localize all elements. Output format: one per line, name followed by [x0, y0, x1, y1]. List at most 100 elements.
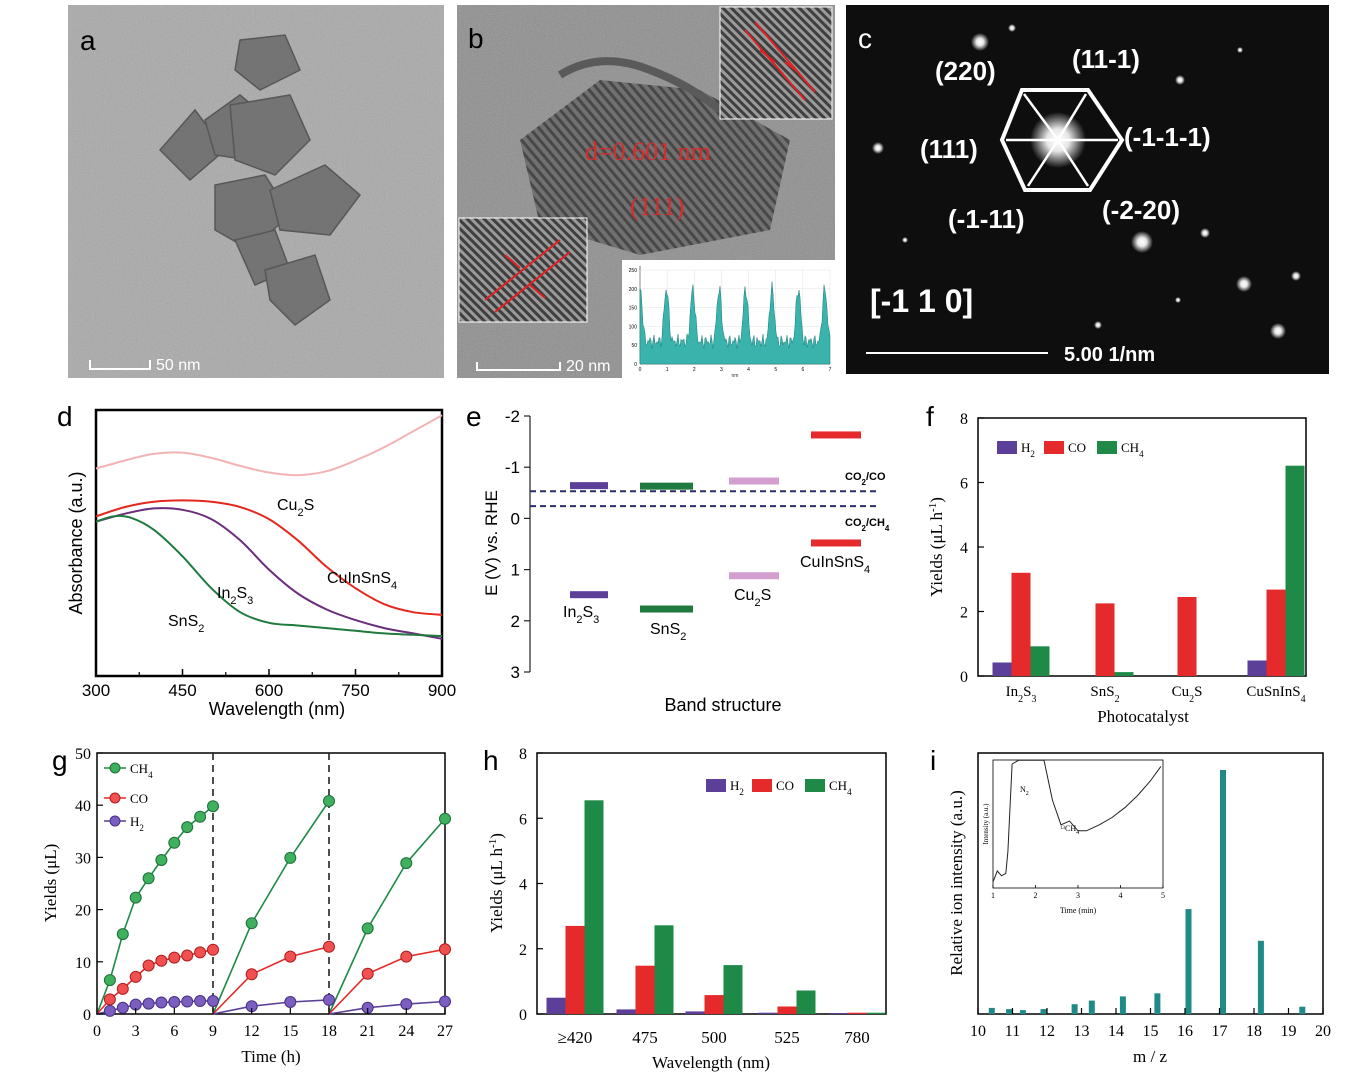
material-label-sns2: SnS2 [650, 621, 686, 643]
category-label-cu2s: Cu2S [1172, 684, 1203, 705]
cycle-dividers [212, 753, 330, 1014]
y-axis-label: Yields (μL) [41, 844, 60, 923]
plot-frame [94, 408, 444, 678]
data-point-co [103, 993, 116, 1006]
inset-fringes-top [719, 6, 833, 120]
material-label-in2s3: In2S3 [563, 604, 599, 626]
series-line-co [96, 949, 214, 1015]
data-point-h2 [439, 995, 451, 1008]
bar-h2 [616, 1009, 636, 1014]
bar-co [565, 925, 585, 1014]
y-tick-label: 30 [75, 850, 91, 867]
yield-series [96, 795, 451, 1017]
scale-bar-label: 50 nm [156, 357, 200, 374]
y-axis-label: Yields (μL h-1) [487, 833, 506, 933]
panel-letter: f [926, 401, 934, 432]
bar-h2 [758, 1012, 778, 1014]
inset-annotation-n2: N2 [1020, 785, 1029, 797]
particle-edge [557, 57, 723, 114]
valence-band-in2s3 [570, 591, 608, 599]
bar-ch4 [1114, 672, 1134, 676]
data-point-co [207, 943, 219, 956]
x-tick-label: 750 [341, 681, 369, 700]
legend-label-ch4: CH4 [1121, 440, 1144, 459]
x-tick-label: 15 [282, 1023, 298, 1040]
bar-h2 [828, 1013, 848, 1014]
x-tick-label: 3 [132, 1023, 140, 1040]
bar-co [1177, 597, 1197, 676]
x-axis-label: Wavelength (nm) [209, 699, 345, 719]
panel-letter: b [468, 23, 484, 54]
scale-bar-label: 20 nm [566, 358, 610, 375]
series-line-co [328, 948, 446, 1015]
inset-y-label: Intensity (a.u.) [982, 803, 990, 845]
data-point-h2 [116, 1001, 129, 1014]
y-tick-label: -1 [505, 458, 520, 477]
ion-bar [1257, 940, 1264, 1014]
ion-bar [1088, 1000, 1095, 1014]
y-axis-label: Absorbance (a.u.) [66, 471, 86, 614]
scale-bar-label: 5.00 1/nm [1064, 344, 1155, 366]
legend: H2 CO CH4 [997, 440, 1144, 459]
x-tick-label: 14 [1108, 1023, 1124, 1040]
legend-label-ch4: CH4 [829, 778, 852, 797]
panel-letter: i [930, 745, 936, 776]
series-line-co [212, 945, 330, 1015]
data-point-ch4 [155, 854, 168, 866]
series-label-cu2s: Cu2S [277, 497, 314, 519]
inset-x-tick-label: 6 [801, 367, 804, 373]
data-point-h2 [142, 997, 155, 1010]
bar-h2 [992, 662, 1012, 676]
panel-letter: c [858, 23, 872, 54]
category-label-cusninS4: CuSnInS4 [1246, 684, 1305, 705]
x-axis-label: Band structure [664, 695, 781, 715]
bar-co [777, 1006, 797, 1014]
bar-h2 [546, 997, 566, 1014]
x-tick-label: 18 [1246, 1023, 1262, 1040]
y-tick-label: 10 [75, 955, 91, 972]
panel-letter: e [466, 401, 482, 432]
spot-label-111: (111) [920, 134, 978, 164]
ion-bar [1154, 993, 1161, 1014]
x-tick-label: 475 [632, 1028, 658, 1047]
data-point-h2 [181, 995, 194, 1008]
panel-e: e -2 -1 0 1 2 3 CO2/CO CO2/CH4 In2S3 SnS2 Cu2… [466, 401, 890, 715]
inset-x-tick-label: 1 [991, 891, 995, 900]
nanoparticle-cluster [158, 34, 362, 326]
legend-label-co: CO [776, 778, 794, 793]
ion-bar [1071, 1004, 1078, 1014]
scale-bar [476, 362, 561, 371]
x-tick-label: 780 [844, 1028, 870, 1047]
inset-x-tick-label: 2 [693, 367, 696, 373]
series-line-h2 [328, 1000, 446, 1015]
data-point-ch4 [284, 851, 297, 864]
x-tick-label: 20 [1315, 1023, 1331, 1040]
y-axis-label: E (V) vs. RHE [482, 490, 501, 596]
x-ticks: 300 450 600 750 900 [82, 669, 456, 700]
reciprocal-vectors [1006, 93, 1118, 187]
bar-co [1266, 589, 1286, 676]
panel-g: g 0 3 6 9 12 15 18 21 24 27 0 10 20 30 40 50 CH4 CO H2… [41, 745, 453, 1066]
panel-letter: d [57, 401, 73, 432]
data-point-co [181, 949, 194, 962]
data-point-ch4 [181, 821, 194, 834]
bars [546, 800, 886, 1014]
inset-x-label: nm [732, 373, 739, 379]
y-axis-label: Relative ion intensity (a.u.) [947, 790, 966, 976]
bar-h2 [685, 1011, 705, 1014]
band-levels [570, 431, 861, 613]
inset-y-tick-label: 200 [629, 287, 638, 293]
panel-f: f 0 2 4 6 8 H2 CO CH4 In2S3 SnS2 Cu2S CuSnIn… [926, 401, 1307, 726]
y-ticks: 0 2 4 6 8 [519, 746, 543, 1024]
material-label-cuinsns4: CuInSnS4 [800, 554, 870, 576]
data-point-ch4 [323, 795, 335, 807]
fringe-marker-top [744, 21, 816, 101]
x-tick-label: 21 [360, 1023, 376, 1040]
d-spacing-label: d=0.601 nm [585, 137, 711, 166]
bar-co [635, 965, 655, 1014]
ion-bar [1185, 909, 1192, 1014]
scale-bar [89, 360, 151, 370]
x-tick-label: 300 [82, 681, 110, 700]
absorbance-curve-cu2s [95, 414, 443, 477]
